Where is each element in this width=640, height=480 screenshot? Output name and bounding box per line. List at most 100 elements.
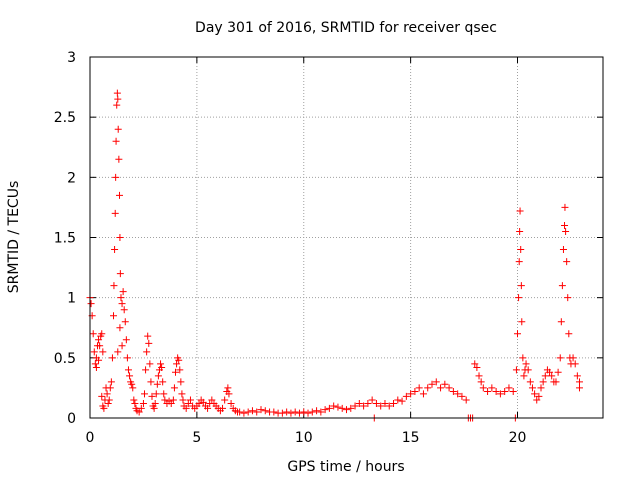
data-point <box>300 408 308 416</box>
data-point <box>143 348 151 356</box>
data-point <box>473 363 481 371</box>
data-point <box>541 372 549 380</box>
data-point <box>150 404 158 412</box>
data-point <box>121 318 129 326</box>
data-point <box>92 363 100 371</box>
data-point <box>291 408 299 416</box>
data-point <box>539 378 547 386</box>
data-point <box>131 400 139 408</box>
data-point <box>144 332 152 340</box>
data-point <box>496 390 504 398</box>
data-point <box>415 384 423 392</box>
data-point <box>227 400 235 408</box>
data-point <box>516 227 524 235</box>
data-point <box>424 384 432 392</box>
data-point <box>484 388 492 396</box>
data-point <box>107 378 115 386</box>
data-point <box>554 368 562 376</box>
data-point <box>157 360 165 368</box>
data-point <box>108 354 116 362</box>
data-point <box>139 400 147 408</box>
data-point <box>515 294 523 302</box>
data-point <box>514 330 521 338</box>
data-point <box>565 330 573 338</box>
data-point <box>167 400 175 408</box>
x-tick-label: 5 <box>192 430 201 446</box>
data-point <box>522 360 530 368</box>
data-point <box>120 306 128 314</box>
data-point <box>173 360 181 368</box>
data-point <box>501 388 509 396</box>
data-point <box>128 380 136 388</box>
data-point <box>449 388 457 396</box>
data-point <box>204 404 212 412</box>
data-point <box>253 408 261 416</box>
data-point <box>110 282 118 290</box>
data-point <box>179 396 187 404</box>
tick-labels: 0 5 10 15 20 0 0.5 1 1.5 2 2.5 3 <box>54 50 527 446</box>
data-point <box>394 396 402 404</box>
data-point <box>390 400 398 408</box>
data-point <box>106 384 114 392</box>
y-tick-label: 3 <box>67 50 76 66</box>
data-point <box>552 378 560 386</box>
data-point <box>462 396 470 404</box>
x-tick-label: 15 <box>402 430 420 446</box>
data-point <box>87 300 95 308</box>
data-point <box>119 288 127 296</box>
data-point <box>105 396 113 404</box>
data-point <box>533 396 541 404</box>
data-point <box>148 392 156 400</box>
y-axis-title: SRMTID / TECUs <box>6 181 22 294</box>
data-point <box>368 396 376 404</box>
data-point <box>546 368 554 376</box>
data-point <box>441 380 449 388</box>
data-point <box>113 101 121 109</box>
data-point <box>158 363 166 371</box>
data-point <box>161 396 169 404</box>
data-point <box>90 348 98 356</box>
x-tick-label: 20 <box>509 430 527 446</box>
data-point <box>437 384 445 392</box>
data-point <box>377 402 385 410</box>
data-point <box>548 372 556 380</box>
data-point <box>520 372 528 380</box>
data-point <box>116 234 124 241</box>
data-points <box>86 89 583 422</box>
data-point <box>110 312 118 320</box>
data-point <box>98 392 106 400</box>
y-tick-label: 0 <box>67 411 76 427</box>
data-point <box>526 378 534 386</box>
data-point <box>126 372 134 380</box>
data-point <box>556 354 564 362</box>
data-point <box>178 390 186 398</box>
data-point <box>111 246 119 254</box>
data-point <box>115 191 123 199</box>
data-point <box>130 396 138 404</box>
data-point <box>122 336 130 344</box>
data-point <box>524 366 532 374</box>
data-point <box>219 404 227 412</box>
data-point <box>385 402 393 410</box>
data-point <box>454 390 462 398</box>
data-point <box>104 400 112 408</box>
data-point <box>98 330 106 338</box>
plot-frame <box>89 56 604 419</box>
y-tick-label: 2.5 <box>54 110 76 126</box>
data-point <box>261 407 269 415</box>
data-point <box>91 360 99 368</box>
y-tick-label: 1.5 <box>54 231 76 247</box>
data-point <box>343 406 350 414</box>
data-point <box>528 384 536 392</box>
data-point <box>402 392 410 400</box>
data-point <box>175 356 183 364</box>
data-point <box>364 400 372 408</box>
data-point <box>177 378 185 386</box>
data-point <box>159 378 167 386</box>
data-point <box>112 137 120 145</box>
data-point <box>304 409 312 417</box>
data-point <box>160 390 168 398</box>
data-point <box>135 408 143 416</box>
data-point <box>225 390 233 398</box>
data-point <box>488 384 496 392</box>
